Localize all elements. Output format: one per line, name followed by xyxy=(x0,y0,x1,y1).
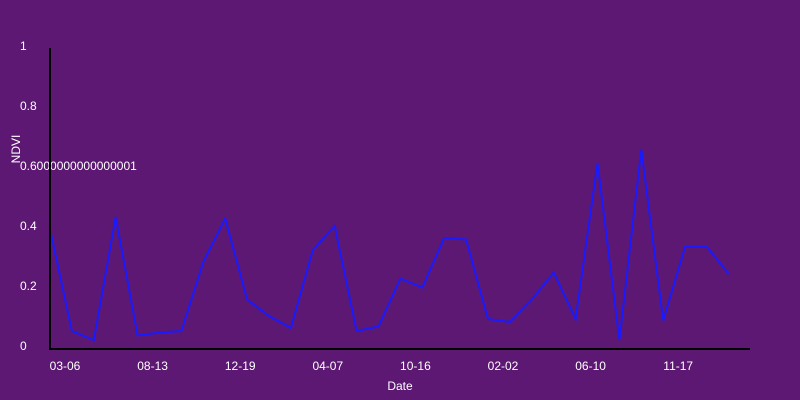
x-tick-label: 04-07 xyxy=(312,359,343,373)
x-axis-title: Date xyxy=(387,379,413,393)
y-tick-label: 1 xyxy=(20,39,27,53)
x-tick-label: 11-17 xyxy=(663,359,693,373)
y-tick-label: 0.8 xyxy=(20,99,37,113)
y-axis-ticks: 0 0.2 0.4 0.6000000000000001 0.8 1 xyxy=(20,39,137,353)
x-axis-ticks: 03-06 08-13 12-19 04-07 10-16 02-02 06-10 11-17 xyxy=(50,359,694,373)
y-tick-label: 0 xyxy=(20,339,27,353)
y-axis-title: NDVI xyxy=(9,135,23,164)
y-tick-label: 0.4 xyxy=(20,219,37,233)
y-tick-label: 0.2 xyxy=(20,279,37,293)
x-tick-label: 10-16 xyxy=(400,359,431,373)
x-tick-label: 08-13 xyxy=(137,359,168,373)
ndvi-series-line xyxy=(49,149,730,342)
x-tick-label: 12-19 xyxy=(225,359,256,373)
x-tick-label: 02-02 xyxy=(488,359,519,373)
x-tick-label: 03-06 xyxy=(50,359,81,373)
x-tick-label: 06-10 xyxy=(575,359,606,373)
y-tick-label: 0.6000000000000001 xyxy=(20,159,137,173)
